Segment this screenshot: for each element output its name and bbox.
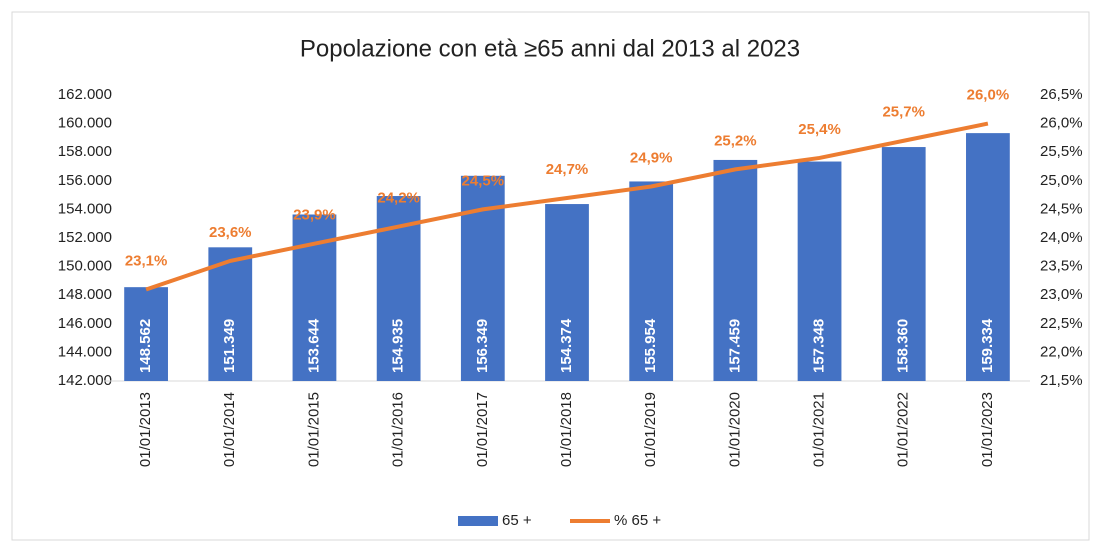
y2-tick-label: 25,0%	[1040, 172, 1083, 189]
line-value-label: 23,1%	[125, 252, 168, 269]
line-value-label: 23,9%	[293, 207, 336, 224]
bar-value-label: 154.935	[390, 319, 407, 373]
bar-value-label: 159.334	[979, 318, 996, 373]
x-tick-label: 01/01/2016	[390, 392, 407, 467]
x-tick-label: 01/01/2022	[895, 392, 912, 467]
bar-value-label: 156.349	[474, 319, 491, 373]
y2-tick-label: 23,0%	[1040, 286, 1083, 303]
line-value-label: 23,6%	[209, 224, 252, 241]
y-tick-label: 162.000	[58, 86, 112, 103]
y2-tick-label: 24,5%	[1040, 200, 1083, 217]
y2-tick-label: 24,0%	[1040, 229, 1083, 246]
legend-swatch	[458, 516, 498, 526]
x-tick-label: 01/01/2023	[979, 392, 996, 467]
line-value-label: 25,7%	[882, 104, 925, 121]
x-tick-label: 01/01/2020	[726, 392, 743, 467]
x-tick-label: 01/01/2013	[137, 392, 154, 467]
line-value-label: 24,2%	[377, 190, 420, 207]
line-value-label: 25,4%	[798, 121, 841, 138]
line-value-label: 24,7%	[546, 161, 589, 178]
bar-value-label: 157.459	[726, 319, 743, 373]
bar	[208, 247, 253, 381]
legend-label: % 65 +	[614, 512, 661, 529]
bar-value-label: 155.954	[642, 318, 659, 373]
line-value-label: 25,2%	[714, 132, 757, 149]
bar	[629, 181, 674, 381]
bar-value-label: 157.348	[811, 319, 828, 373]
y2-tick-label: 22,5%	[1040, 315, 1083, 332]
bar	[797, 161, 842, 381]
y2-tick-label: 22,0%	[1040, 343, 1083, 360]
y-tick-label: 154.000	[58, 200, 112, 217]
y-tick-label: 160.000	[58, 115, 112, 132]
bar-value-label: 148.562	[137, 319, 154, 373]
bar	[966, 133, 1010, 381]
chart-title: Popolazione con età ≥65 anni dal 2013 al…	[300, 35, 800, 62]
y-tick-label: 148.000	[58, 286, 112, 303]
y-tick-label: 152.000	[58, 229, 112, 246]
line-value-label: 24,9%	[630, 149, 673, 166]
bar-value-label: 158.360	[895, 319, 912, 373]
y-tick-label: 146.000	[58, 315, 112, 332]
bar-value-label: 151.349	[221, 319, 238, 373]
x-tick-label: 01/01/2019	[642, 392, 659, 467]
x-tick-label: 01/01/2015	[305, 392, 322, 467]
x-tick-label: 01/01/2017	[474, 392, 491, 467]
legend-label: 65 +	[502, 512, 532, 529]
y2-tick-label: 23,5%	[1040, 258, 1083, 275]
line	[145, 121, 989, 292]
y-tick-label: 156.000	[58, 172, 112, 189]
y-tick-label: 144.000	[58, 343, 112, 360]
line-value-label: 26,0%	[967, 87, 1010, 104]
line-value-label: 24,5%	[462, 172, 505, 189]
y2-tick-label: 21,5%	[1040, 372, 1083, 389]
bar	[713, 159, 758, 381]
bar	[545, 204, 589, 381]
y2-tick-label: 26,5%	[1040, 86, 1083, 103]
x-tick-label: 01/01/2021	[811, 392, 828, 467]
bar	[881, 147, 926, 381]
bar-value-label: 153.644	[305, 318, 322, 373]
y2-tick-label: 25,5%	[1040, 143, 1083, 160]
x-tick-label: 01/01/2014	[221, 392, 238, 467]
y-tick-label: 158.000	[58, 143, 112, 160]
x-tick-label: 01/01/2018	[558, 392, 575, 467]
bar-value-label: 154.374	[558, 318, 575, 373]
bar	[124, 287, 168, 381]
y-tick-label: 150.000	[58, 258, 112, 275]
y-tick-label: 142.000	[58, 372, 112, 389]
y2-tick-label: 26,0%	[1040, 115, 1083, 132]
